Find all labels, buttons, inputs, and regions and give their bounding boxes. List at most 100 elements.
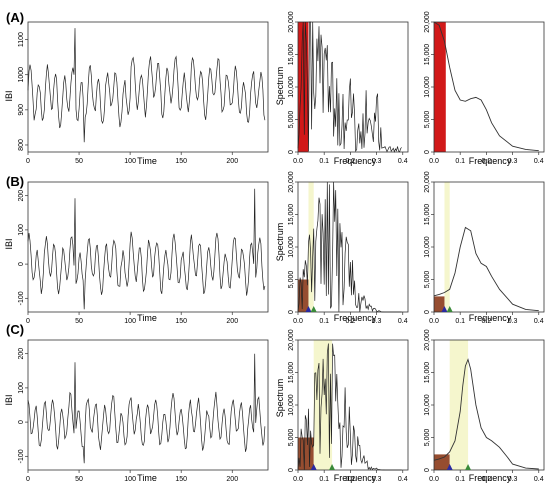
spec-0-xtick-label: 0.1: [319, 158, 329, 165]
spec-2-ytick-label: 5,000: [288, 429, 295, 447]
smooth-1-ytick-label: 0: [424, 310, 431, 314]
spec-0-ytick-label: 15,000: [288, 44, 295, 66]
ts-1-ytick-label: 0: [18, 262, 25, 266]
panel-b-smoothed-spectrum: Frequency 0.0 0.1 0.2 0.3 0.4 0 5,000 10,000 15,…: [424, 171, 545, 325]
ts-0-xtick-label: 150: [175, 158, 187, 165]
smooth-1-xtick-label: 0.2: [482, 318, 492, 325]
ts-2-ytick-label: 0: [18, 420, 25, 424]
spec-0-ytick-label: 0: [288, 150, 295, 154]
c-spec-ylabel: Spectrum: [275, 379, 285, 418]
spec-2-xtick-label: 0.3: [372, 476, 382, 483]
ts-0-ytick-label: 1100: [18, 32, 25, 47]
ts-2-xtick-label: 50: [75, 476, 83, 483]
spec-0-xtick-label: 0.0: [293, 158, 303, 165]
b-ts-ylabel: IBI: [4, 238, 14, 249]
ts-1-ytick-label: 200: [18, 190, 25, 202]
spec-2-xtick-label: 0.4: [398, 476, 408, 483]
ts-0-xtick-label: 100: [124, 158, 136, 165]
panel-label-b: (B): [6, 174, 24, 189]
b-spec-ylabel: Spectrum: [275, 223, 285, 262]
c-ts-ylabel: IBI: [4, 394, 14, 405]
smooth-2-xtick-label: 0.0: [429, 476, 439, 483]
ts-0-ytick-label: 800: [18, 139, 25, 151]
spec-2-xtick-label: 0.0: [293, 476, 303, 483]
smooth-2-xtick-label: 0.2: [482, 476, 492, 483]
smooth-1-xtick-label: 0.0: [429, 318, 439, 325]
spec-0-band: [298, 22, 309, 152]
smooth-2-marker: [446, 464, 453, 470]
ts-1-xtick-label: 0: [26, 318, 30, 325]
a-ts-xlabel: Time: [137, 156, 157, 166]
spec-0-series-line: [297, 21, 402, 153]
spec-0-xtick-label: 0.2: [346, 158, 356, 165]
spec-1-xtick-label: 0.2: [346, 318, 356, 325]
ts-0-series-line: [27, 28, 266, 143]
ts-2-frame: [27, 339, 269, 471]
smooth-2-xtick-label: 0.4: [534, 476, 544, 483]
b-spec-xlabel: Frequency: [334, 313, 377, 323]
panel-a-smoothed-spectrum: Frequency 0.0 0.1 0.2 0.3 0.4 0 5,000 10,000 15,…: [424, 11, 545, 166]
spec-2-series-line: [297, 343, 402, 471]
smooth-1-xtick-label: 0.3: [508, 318, 518, 325]
spec-1-xtick-label: 0.1: [319, 318, 329, 325]
spec-0-ytick-label: 5,000: [288, 111, 295, 129]
ts-2-xtick-label: 0: [26, 476, 30, 483]
ts-2-ytick-label: 100: [18, 382, 25, 394]
spec-0-ytick-label: 20,000: [288, 11, 295, 33]
ts-2-xtick-label: 100: [124, 476, 136, 483]
smooth-2-ytick-label: 20,000: [424, 329, 431, 351]
spec-1-ytick-label: 15,000: [288, 204, 295, 226]
panel-a-time-series: Time IBI 0 50 100 150 200 800 900 1000 1100: [4, 21, 269, 166]
smooth-0-xtick-label: 0.0: [429, 158, 439, 165]
c-ts-xlabel: Time: [137, 473, 157, 483]
c-spec-xlabel: Frequency: [334, 473, 377, 483]
smooth-2-ytick-label: 15,000: [424, 362, 431, 384]
ts-2-ytick-label: 200: [18, 348, 25, 360]
panel-c-smoothed-spectrum: Frequency 0.0 0.1 0.2 0.3 0.4 0 5,000 10,000 15,…: [424, 329, 545, 483]
ts-0-xtick-label: 0: [26, 158, 30, 165]
smooth-1-series-line: [433, 226, 539, 312]
smooth-1-ytick-label: 5,000: [424, 271, 431, 289]
spec-1-ytick-label: 0: [288, 310, 295, 314]
spec-0-xtick-label: 0.4: [398, 158, 408, 165]
ts-0-xtick-label: 50: [75, 158, 83, 165]
ts-1-ytick-label: 100: [18, 224, 25, 236]
ts-1-series-line: [27, 188, 266, 310]
smooth-2-ytick-label: 0: [424, 468, 431, 472]
ts-1-ytick-label: -100: [18, 291, 25, 305]
smooth-0-xtick-label: 0.2: [482, 158, 492, 165]
panel-c-time-series: Time IBI 0 50 100 150 200 -100 0 100 200: [4, 339, 269, 483]
spec-1-xtick-label: 0.3: [372, 318, 382, 325]
row-b: (B) Time IBI 0 50 100 150 200 -100 0 100 200 Fre…: [4, 171, 545, 325]
spec-0-frame: [297, 21, 409, 153]
spec-1-marker: [310, 306, 317, 312]
smooth-2-band: [449, 340, 469, 470]
smooth-0-series-line: [433, 21, 539, 152]
spec-2-xtick-label: 0.1: [319, 476, 329, 483]
a-spec-xlabel: Frequency: [334, 156, 377, 166]
spec-1-ytick-label: 20,000: [288, 171, 295, 193]
spec-2-ytick-label: 15,000: [288, 362, 295, 384]
smooth-2-ytick-label: 10,000: [424, 394, 431, 416]
ts-2-ytick-label: -100: [18, 449, 25, 463]
row-c: (C) Time IBI 0 50 100 150 200 -100 0 100 200 Fre…: [4, 322, 545, 483]
smooth-1-ytick-label: 20,000: [424, 171, 431, 193]
spec-2-marker: [310, 464, 317, 470]
smooth-2-xtick-label: 0.3: [508, 476, 518, 483]
ts-1-xtick-label: 100: [124, 318, 136, 325]
smooth-1-band: [444, 182, 450, 312]
smooth-0-xtick-label: 0.1: [455, 158, 465, 165]
c-smooth-xlabel: Frequency: [469, 473, 512, 483]
smooth-1-marker: [441, 306, 448, 312]
ts-2-series-line: [27, 353, 266, 464]
smooth-1-ytick-label: 10,000: [424, 236, 431, 258]
smooth-2-marker: [465, 464, 472, 470]
spec-1-ytick-label: 5,000: [288, 271, 295, 289]
ts-1-xtick-label: 50: [75, 318, 83, 325]
panel-label-a: (A): [6, 10, 24, 25]
smooth-0-ytick-label: 0: [424, 150, 431, 154]
ts-1-xtick-label: 200: [226, 318, 238, 325]
spec-1-ytick-label: 10,000: [288, 236, 295, 258]
ts-2-xtick-label: 200: [226, 476, 238, 483]
